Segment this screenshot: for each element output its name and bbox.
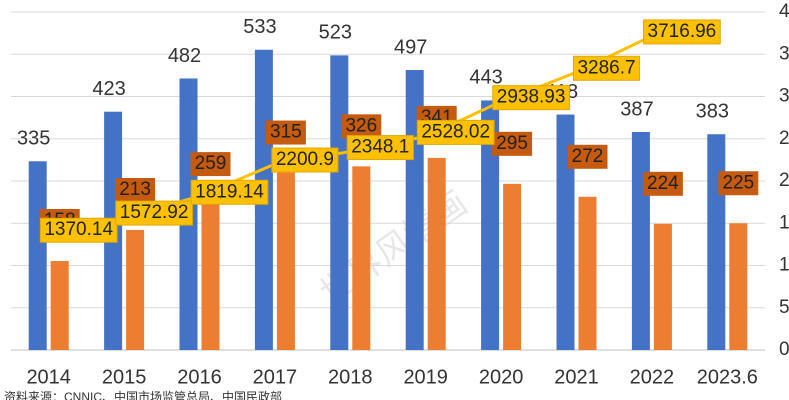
- x-tick-label: 2023.6: [697, 366, 758, 388]
- bar: [631, 131, 650, 350]
- data-label-box: [115, 178, 156, 203]
- bar: [28, 161, 47, 350]
- bar: [126, 230, 145, 350]
- data-label: 326: [345, 115, 377, 136]
- data-label: 2200.9: [276, 149, 334, 170]
- data-label-box: [492, 131, 533, 156]
- data-label-box: [572, 55, 641, 81]
- data-label: 295: [496, 133, 528, 154]
- y2-tick-label: 3500: [779, 43, 789, 64]
- data-label: 1572.92: [120, 202, 189, 223]
- bar: [276, 172, 295, 350]
- x-tick-label: 2016: [177, 366, 222, 388]
- data-label: 2938.93: [497, 87, 566, 108]
- data-label: 1370.14: [44, 219, 113, 240]
- data-label-box: [642, 171, 683, 196]
- data-label: 423: [92, 78, 125, 100]
- data-label: 2528.02: [421, 121, 490, 142]
- x-tick-label: 2018: [328, 366, 373, 388]
- x-tick-label: 2017: [253, 366, 298, 388]
- data-label-box: [271, 147, 339, 173]
- bar: [427, 157, 446, 350]
- data-label-box: [190, 179, 269, 205]
- data-label: 1819.14: [195, 181, 264, 202]
- data-label-box: [265, 120, 306, 145]
- x-tick-label: 2019: [403, 366, 448, 388]
- source-note: 资料来源：CNNIC、中国市场监管总局、中国民政部: [4, 389, 282, 400]
- data-label: 523: [319, 22, 352, 44]
- bar: [50, 260, 69, 350]
- bar: [481, 100, 500, 351]
- data-label: 259: [195, 153, 227, 174]
- data-label: 383: [696, 101, 729, 123]
- x-tick-label: 2022: [630, 366, 675, 388]
- data-label-box: [39, 217, 118, 243]
- y2-tick-label: 4000: [779, 1, 789, 22]
- x-tick-label: 2021: [554, 366, 599, 388]
- y2-tick-label: 2500: [779, 128, 789, 149]
- bar: [653, 223, 672, 350]
- bar: [352, 166, 371, 350]
- data-label: 335: [17, 128, 50, 150]
- data-label-box: [416, 119, 495, 145]
- y2-tick-label: 2000: [779, 170, 789, 191]
- data-label-box: [346, 135, 414, 161]
- x-tick-label: 2014: [26, 366, 71, 388]
- bar: [707, 134, 726, 350]
- bar: [729, 223, 748, 350]
- x-tick-label: 2020: [479, 366, 524, 388]
- x-tick-label: 2015: [102, 366, 147, 388]
- bar: [503, 183, 522, 350]
- data-label: 224: [647, 173, 679, 194]
- data-label: 497: [394, 36, 427, 58]
- bar: [201, 204, 220, 350]
- data-label: 482: [168, 45, 201, 67]
- data-label-box: [643, 19, 721, 45]
- y2-tick-label: 500: [779, 297, 789, 318]
- data-label-box: [718, 171, 759, 196]
- bar: [578, 196, 597, 350]
- data-label-box: [567, 144, 608, 169]
- data-label: 225: [722, 172, 754, 193]
- data-label: 387: [620, 98, 653, 120]
- data-label: 315: [270, 122, 302, 143]
- data-label: 3716.96: [648, 21, 717, 42]
- y2-tick-label: 3000: [779, 86, 789, 107]
- data-label: 2348.1: [351, 137, 409, 158]
- bar: [556, 114, 575, 350]
- data-label: 533: [243, 16, 276, 38]
- bar: [330, 55, 349, 350]
- data-label: 443: [469, 67, 502, 89]
- data-label: 3286.7: [577, 57, 635, 78]
- data-label: 213: [119, 179, 151, 200]
- data-label-box: [341, 114, 382, 139]
- data-label-box: [190, 152, 231, 177]
- y2-tick-label: 1500: [779, 212, 789, 233]
- y2-tick-label: 1000: [779, 255, 789, 276]
- data-label-box: [115, 200, 193, 226]
- data-label: 272: [572, 146, 604, 167]
- data-label-box: [492, 85, 570, 111]
- y2-tick-label: 0: [779, 339, 789, 360]
